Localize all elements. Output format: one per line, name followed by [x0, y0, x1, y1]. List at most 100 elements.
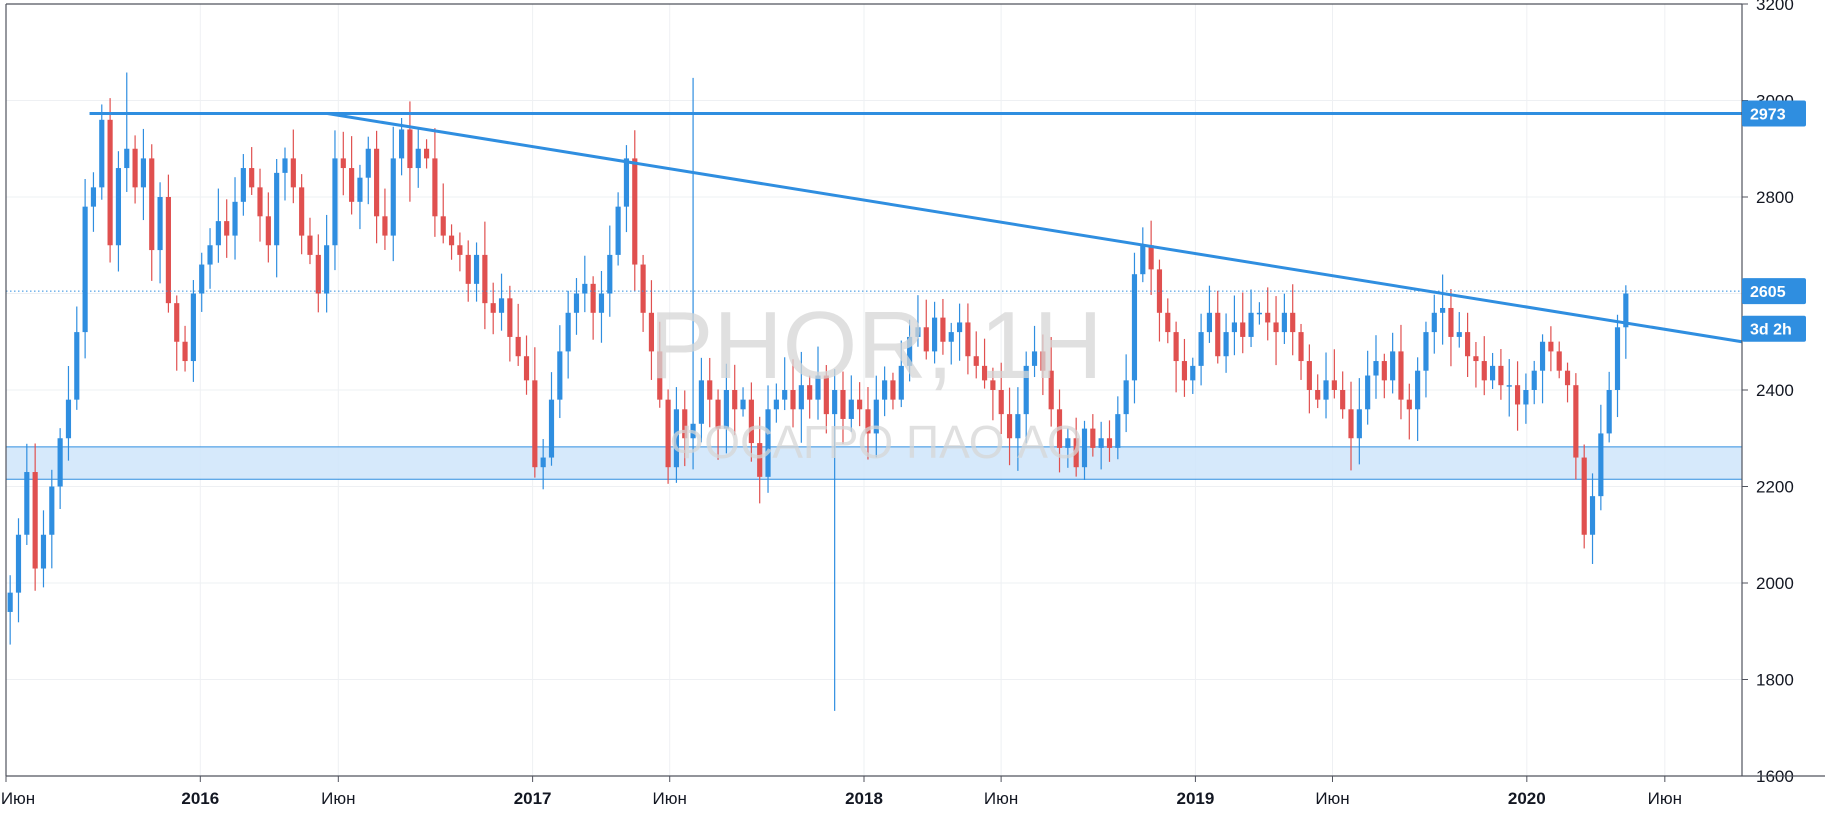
candle-body — [1606, 390, 1612, 434]
candle-body — [1490, 365, 1496, 381]
x-tick-label: 2018 — [845, 789, 883, 808]
candle-body — [1048, 370, 1054, 410]
candle-body — [1223, 332, 1229, 357]
watermark-symbol: PHOR, 1H — [649, 292, 1102, 399]
candle-body — [190, 293, 196, 362]
candle-body — [1598, 433, 1604, 497]
candle-body — [923, 327, 929, 352]
drawing-lines-layer[interactable] — [6, 112, 1743, 344]
price-tag-label: 2605 — [1750, 284, 1786, 301]
candle-body — [1290, 312, 1296, 333]
y-tick-label: 2000 — [1756, 574, 1794, 593]
candle-body — [157, 197, 163, 251]
candle-body — [1206, 312, 1213, 333]
candle-body — [399, 129, 405, 159]
candle-body — [1165, 312, 1171, 333]
y-tick-label: 2800 — [1756, 188, 1794, 207]
candle-body — [1539, 341, 1546, 371]
candle-body — [1123, 380, 1129, 415]
descending-trendline — [327, 112, 1743, 344]
candle-body — [299, 187, 305, 236]
candle-body — [848, 399, 854, 419]
candle-body — [1040, 351, 1046, 371]
candle-body — [690, 423, 696, 439]
candle-body — [15, 534, 22, 593]
price-tag-label: 2973 — [1750, 107, 1786, 124]
candle-body — [673, 409, 680, 468]
candle-body — [174, 303, 180, 342]
candle-body — [1415, 370, 1421, 410]
candle-body — [665, 399, 671, 468]
price-tags-layer: 2973 2605 3d 2h — [1742, 100, 1806, 342]
candle-body — [832, 390, 838, 415]
candle-body — [573, 293, 580, 313]
candle-body — [357, 177, 363, 202]
candle-body — [607, 254, 613, 294]
candle-body — [82, 206, 88, 333]
candle-body — [1306, 361, 1312, 390]
candle-body — [1390, 351, 1396, 381]
candle-body — [981, 365, 988, 381]
candle-body — [1406, 399, 1412, 410]
candle-body — [1331, 380, 1337, 390]
candle-body — [490, 303, 496, 313]
candle-body — [1448, 307, 1454, 337]
candle-body — [74, 332, 80, 400]
candle-body — [582, 283, 588, 294]
candle-body — [1564, 370, 1571, 386]
candle-body — [890, 380, 896, 400]
candle-body — [590, 283, 596, 313]
candle-body — [790, 390, 796, 410]
candle-body — [182, 341, 188, 362]
candle-body — [732, 390, 738, 410]
candle-body — [265, 216, 271, 246]
candle-body — [1248, 312, 1254, 337]
candle-body — [1273, 322, 1279, 333]
candle-body — [507, 298, 513, 337]
price-tag — [1742, 315, 1806, 342]
x-tick-label: Июн — [1, 789, 35, 808]
candle-body — [1514, 385, 1521, 405]
candle-body — [257, 187, 263, 217]
candle-body — [1398, 351, 1404, 400]
x-tick-label: Июн — [1648, 789, 1682, 808]
candles-layer — [7, 72, 1629, 711]
candle-body — [1098, 438, 1104, 448]
candle-body — [1523, 390, 1529, 405]
candle-body — [1456, 332, 1462, 337]
y-tick-label: 2400 — [1756, 381, 1794, 400]
x-tick-label: Июн — [1315, 789, 1349, 808]
candle-body — [657, 351, 663, 400]
candle-body — [940, 317, 946, 342]
candle-body — [907, 336, 913, 366]
candle-body — [807, 385, 813, 400]
candle-body — [1348, 409, 1354, 439]
candle-body — [1006, 414, 1013, 439]
candle-body — [1198, 332, 1204, 366]
candle-body — [823, 375, 829, 415]
candle-body — [932, 317, 938, 352]
candle-body — [274, 172, 280, 246]
candle-body — [32, 472, 38, 569]
candle-body — [473, 254, 480, 284]
candle-body — [65, 399, 72, 439]
candle-body — [1573, 385, 1579, 458]
candle-body — [465, 254, 471, 284]
watermark-company-name: ФОСАГРО ПАО АО — [669, 416, 1083, 468]
x-tick-label: 2017 — [514, 789, 552, 808]
candle-body — [349, 168, 355, 202]
candle-body — [199, 264, 205, 294]
candle-body — [432, 158, 438, 217]
candle-body — [390, 158, 396, 236]
y-tick-label: 1800 — [1756, 671, 1794, 690]
candle-body — [315, 254, 321, 294]
candle-body — [40, 534, 47, 569]
candle-body — [324, 245, 330, 294]
x-tick-label: Июн — [984, 789, 1018, 808]
candle-body — [440, 216, 446, 236]
candle-body — [1531, 370, 1537, 390]
candle-body — [7, 592, 13, 612]
candle-body — [382, 216, 388, 236]
candle-body — [640, 264, 646, 313]
candle-body — [798, 385, 804, 410]
